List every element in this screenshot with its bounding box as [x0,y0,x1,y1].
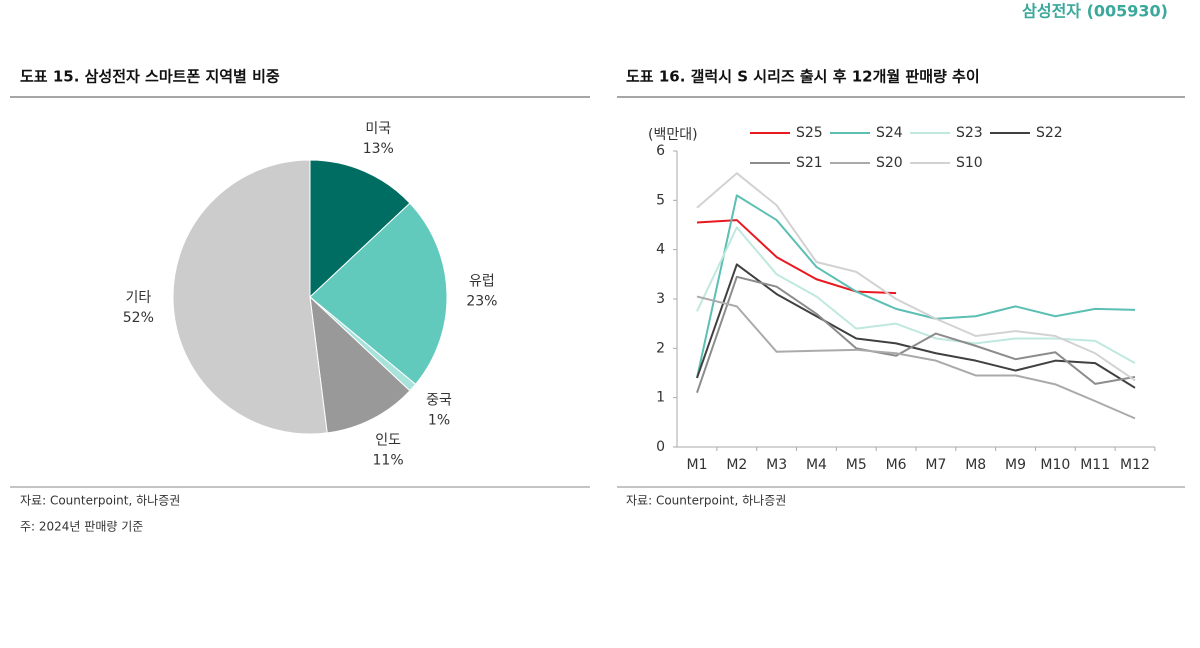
slice-label: 중국 [426,393,452,409]
y-tick-label: 1 [656,390,665,406]
legend-label: S23 [956,125,983,141]
y-axis-label: (백만대) [648,127,698,143]
x-tick-label: M9 [1005,457,1026,473]
slice-value: 11% [373,452,404,468]
legend-label: S22 [1036,125,1063,141]
y-tick-label: 6 [656,143,665,159]
source: 자료: Counterpoint, 하나증권 [20,494,180,508]
y-tick-label: 2 [656,340,665,356]
x-tick-label: M4 [806,457,827,473]
x-tick-label: M10 [1040,457,1070,473]
x-tick-label: M12 [1120,457,1150,473]
series-line [696,263,1136,389]
slice-label: 미국 [365,121,391,137]
pie-slice [309,159,411,299]
chart-title: 도표 16. 갤럭시 S 시리즈 출시 후 12개월 판매량 추이 [626,68,980,86]
y-tick-label: 3 [656,291,665,307]
x-tick-label: M3 [766,457,787,473]
series-line [696,295,1136,420]
x-tick-label: M1 [687,457,708,473]
slice-label: 유럽 [469,274,495,290]
chart-title: 도표 15. 삼성전자 스마트폰 지역별 비중 [20,68,280,86]
slice-label: 인도 [375,432,401,448]
series-line [696,194,1136,379]
slice-value: 52% [123,310,154,326]
note: 주: 2024년 판매량 기준 [20,520,143,534]
pie-slice [309,202,448,386]
slice-value: 13% [363,141,394,157]
x-tick-label: M8 [965,457,986,473]
x-tick-label: M5 [846,457,867,473]
x-tick-label: M2 [726,457,747,473]
series-line [696,219,897,295]
pie-slice [172,159,328,435]
x-tick-label: M6 [886,457,907,473]
legend-label: S20 [876,155,903,171]
legend-label: S21 [796,155,823,171]
slice-value: 23% [466,294,497,310]
x-tick-label: M11 [1080,457,1110,473]
legend-label: S25 [796,125,823,141]
series-line [696,172,1136,382]
pie-slice [309,295,411,434]
legend-label: S24 [876,125,903,141]
x-tick-label: M7 [925,457,946,473]
y-tick-label: 4 [656,242,665,258]
source: 자료: Counterpoint, 하나증권 [626,494,786,508]
slice-value: 1% [428,413,450,429]
y-tick-label: 0 [656,439,665,455]
slice-label: 기타 [125,290,151,306]
legend-label: S10 [956,155,983,171]
header-company: 삼성전자 (005930) [1022,2,1168,21]
y-tick-label: 5 [656,192,665,208]
series-line [696,275,1136,394]
